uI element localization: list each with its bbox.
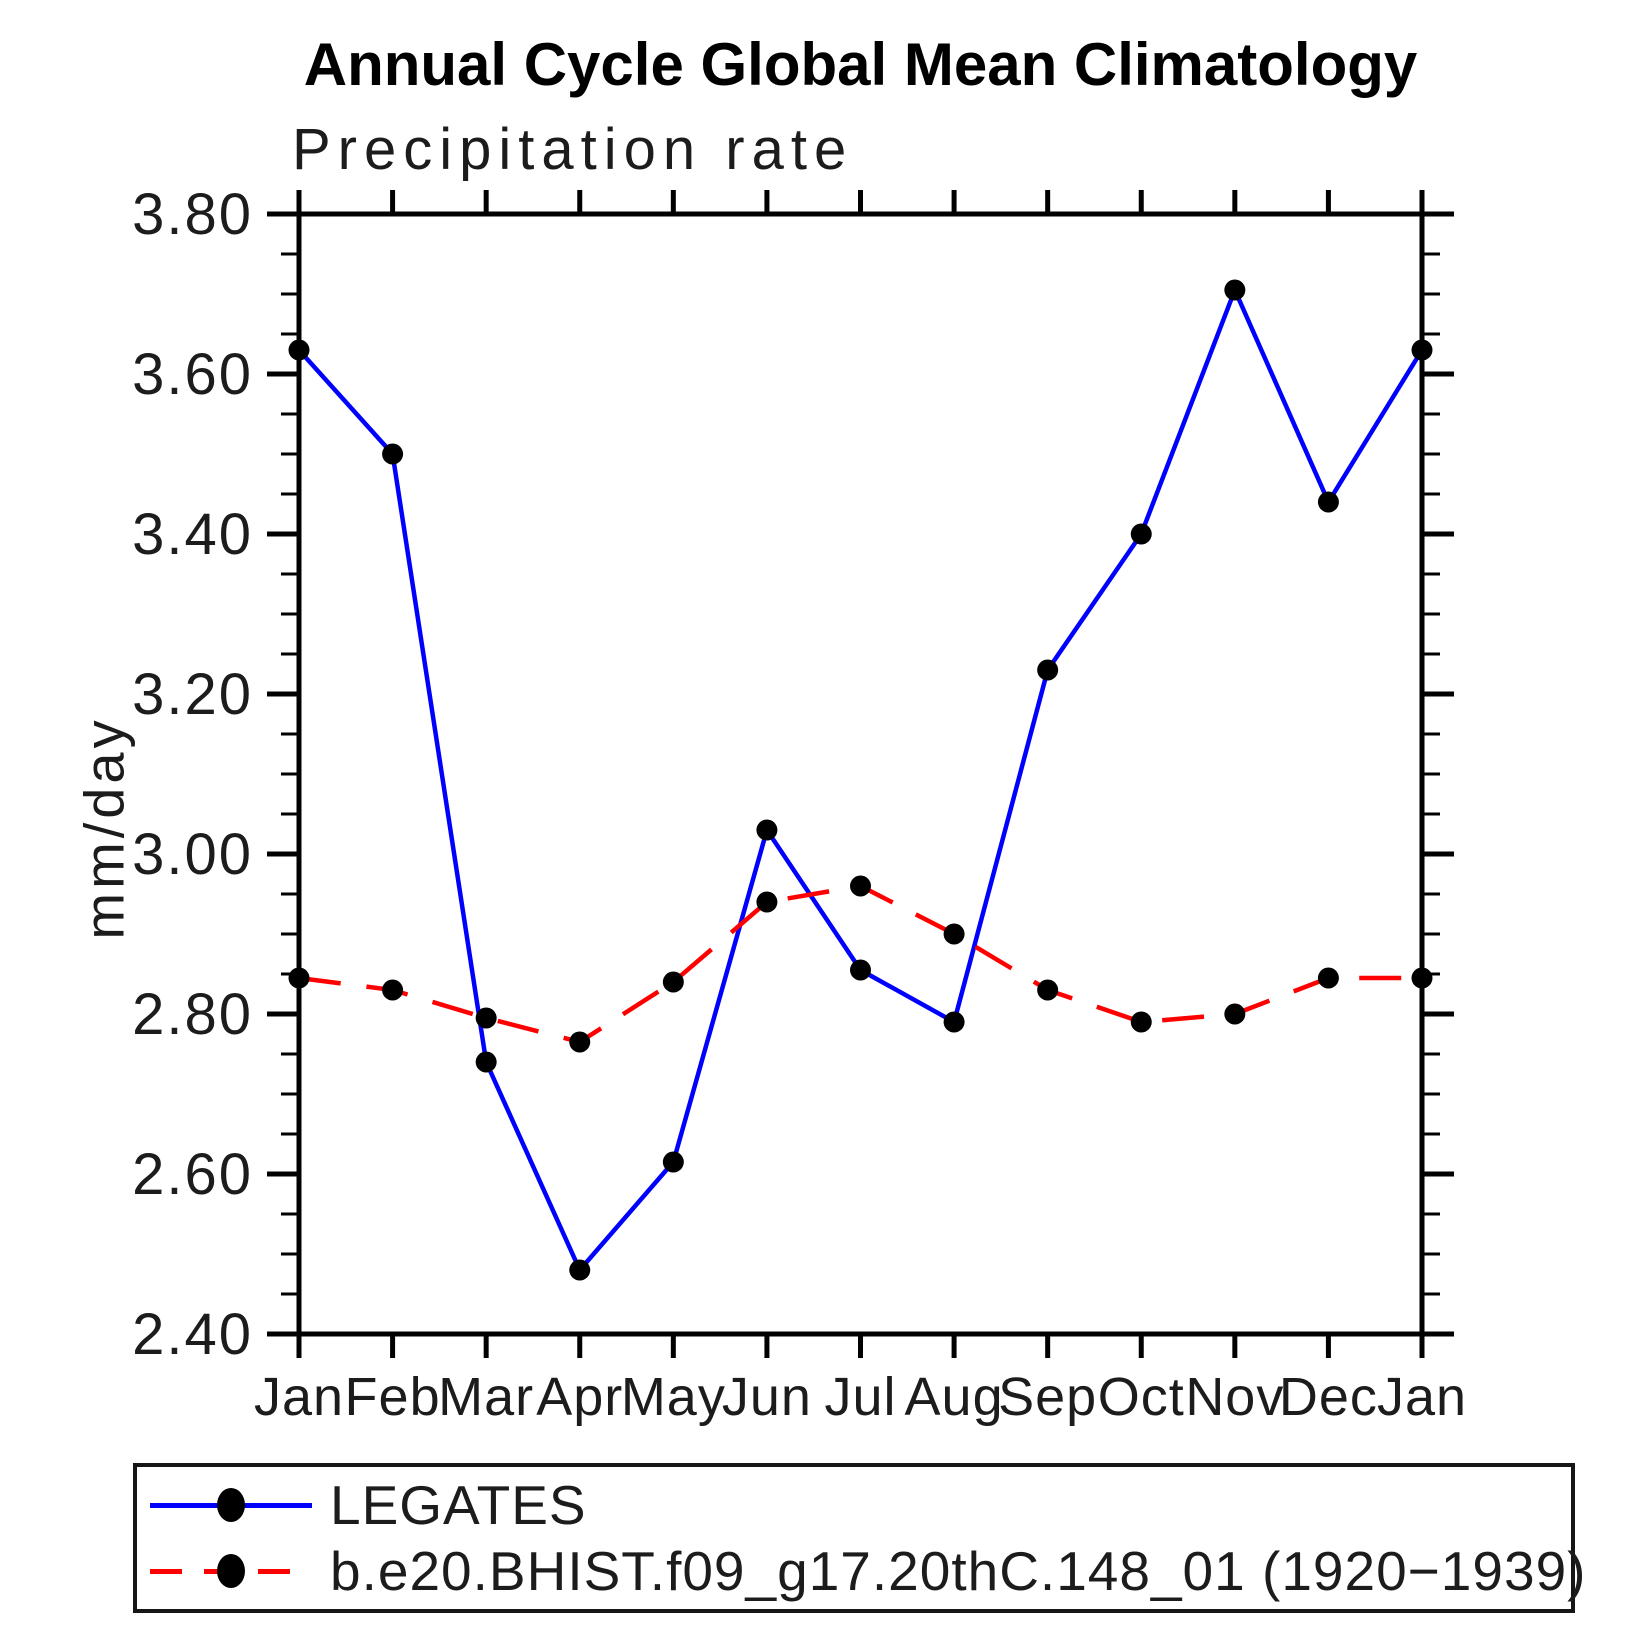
data-point-marker	[1130, 1011, 1152, 1033]
chart-subtitle: Precipitation rate	[292, 117, 854, 182]
series-line-legates	[297, 284, 1424, 1275]
x-tick-label: Nov	[1185, 1367, 1284, 1427]
data-point-marker	[1411, 339, 1433, 361]
data-point-marker	[943, 1011, 965, 1033]
y-tick-label: 2.80	[132, 982, 253, 1047]
x-tick-label: Jan	[254, 1367, 344, 1427]
data-point-marker	[756, 819, 778, 841]
legend-item-legates: LEGATES	[150, 1474, 587, 1536]
data-point-marker	[1317, 491, 1339, 513]
y-tick-label: 3.80	[132, 182, 253, 247]
data-point-marker	[382, 443, 404, 465]
data-point-marker	[1037, 659, 1059, 681]
data-point-marker	[288, 967, 310, 989]
data-point-marker	[1037, 979, 1059, 1001]
x-tick-label: Jul	[824, 1367, 896, 1427]
data-point-marker	[569, 1259, 591, 1281]
data-point-marker	[662, 971, 684, 993]
data-point-marker	[1224, 1003, 1246, 1025]
legend-label-model: b.e20.BHIST.f09_g17.20thC.148_01 (1920−1…	[330, 1540, 1587, 1602]
x-tick-label: Apr	[536, 1367, 623, 1427]
legend-marker-dot	[217, 1488, 245, 1522]
x-tick-label: Jun	[722, 1367, 812, 1427]
legend-sample-dashed-line	[150, 1541, 312, 1601]
legend-item-model: b.e20.BHIST.f09_g17.20thC.148_01 (1920−1…	[150, 1540, 1587, 1602]
data-point-marker	[662, 1151, 684, 1173]
x-tick-label: Jan	[1377, 1367, 1467, 1427]
data-point-marker	[475, 1051, 497, 1073]
plot-frame	[296, 211, 1425, 1337]
y-tick-label: 3.40	[132, 502, 253, 567]
x-tick-label: Aug	[905, 1367, 1004, 1427]
y-tick-label: 2.40	[132, 1302, 253, 1367]
data-point-marker	[288, 339, 310, 361]
x-tick-label: Oct	[1098, 1367, 1185, 1427]
x-tick-label: Dec	[1279, 1367, 1378, 1427]
data-point-marker	[1411, 967, 1433, 989]
legend-sample-solid-line	[150, 1475, 312, 1535]
data-point-marker	[382, 979, 404, 1001]
data-point-marker	[1224, 279, 1246, 301]
x-tick-label: Mar	[438, 1367, 534, 1427]
y-tick-label: 3.00	[132, 822, 253, 887]
data-point-marker	[943, 923, 965, 945]
legend-marker-dot	[217, 1554, 245, 1588]
legend-label-legates: LEGATES	[330, 1474, 587, 1536]
data-point-marker	[1130, 523, 1152, 545]
chart-title: Annual Cycle Global Mean Climatology	[303, 31, 1418, 98]
data-point-marker	[1317, 967, 1339, 989]
y-tick-label: 3.20	[132, 662, 253, 727]
y-tick-label: 3.60	[132, 342, 253, 407]
data-point-marker	[850, 875, 871, 897]
data-point-marker	[569, 1031, 591, 1053]
x-tick-label: Feb	[345, 1367, 441, 1427]
data-point-marker	[850, 959, 871, 981]
data-point-marker	[475, 1007, 497, 1029]
x-tick-label: May	[621, 1367, 726, 1427]
x-tick-label: Sep	[998, 1367, 1097, 1427]
data-point-marker	[756, 891, 778, 913]
y-tick-label: 2.60	[132, 1142, 253, 1207]
legend-box: LEGATES b.e20.BHIST.f09_g17.20thC.148_01…	[133, 1463, 1585, 1613]
